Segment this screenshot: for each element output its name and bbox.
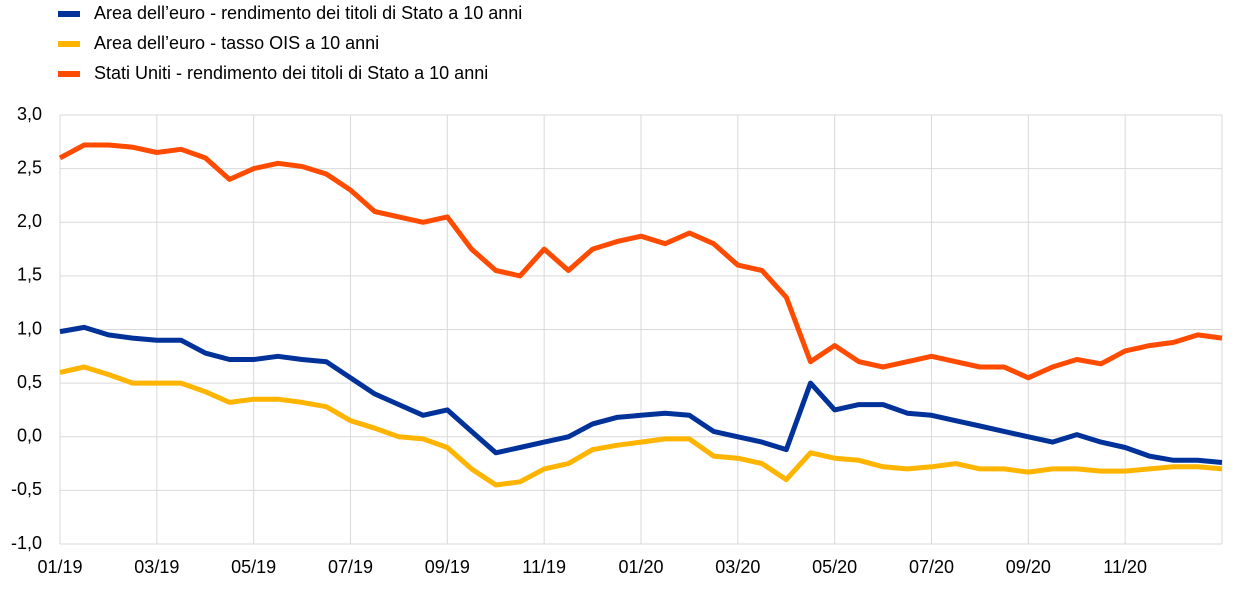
legend-swatch [58,11,80,17]
y-tick-label: 1,0 [17,318,42,338]
series-line [59,364,1223,488]
legend-label: Stati Uniti - rendimento dei titoli di S… [94,63,488,83]
y-tick-label: 2,5 [17,157,42,177]
x-tick-label: 09/20 [1006,557,1051,577]
y-tick-label: -0,5 [11,479,42,499]
y-tick-label: -1,0 [11,533,42,553]
x-tick-label: 11/20 [1103,557,1147,577]
x-tick-label: 03/19 [134,557,179,577]
x-tick-label: 01/19 [37,557,82,577]
x-tick-label: 09/19 [425,557,470,577]
legend-swatch [58,41,80,47]
x-tick-label: 05/19 [231,557,276,577]
y-tick-label: 3,0 [17,104,42,124]
legend-swatch [58,71,80,77]
legend-label: Area dell’euro - tasso OIS a 10 anni [94,33,379,53]
x-tick-label: 11/19 [522,557,566,577]
y-tick-label: 0,0 [17,426,42,446]
y-tick-label: 0,5 [17,372,42,392]
series-line [59,324,1223,465]
y-tick-label: 1,5 [17,265,42,285]
x-tick-label: 07/20 [909,557,954,577]
series-line [58,142,1223,381]
x-tick-label: 07/19 [328,557,373,577]
y-tick-label: 2,0 [17,211,42,231]
x-tick-label: 01/20 [618,557,663,577]
x-tick-label: 03/20 [715,557,760,577]
legend-label: Area dell’euro - rendimento dei titoli d… [94,3,522,23]
x-tick-label: 05/20 [812,557,857,577]
